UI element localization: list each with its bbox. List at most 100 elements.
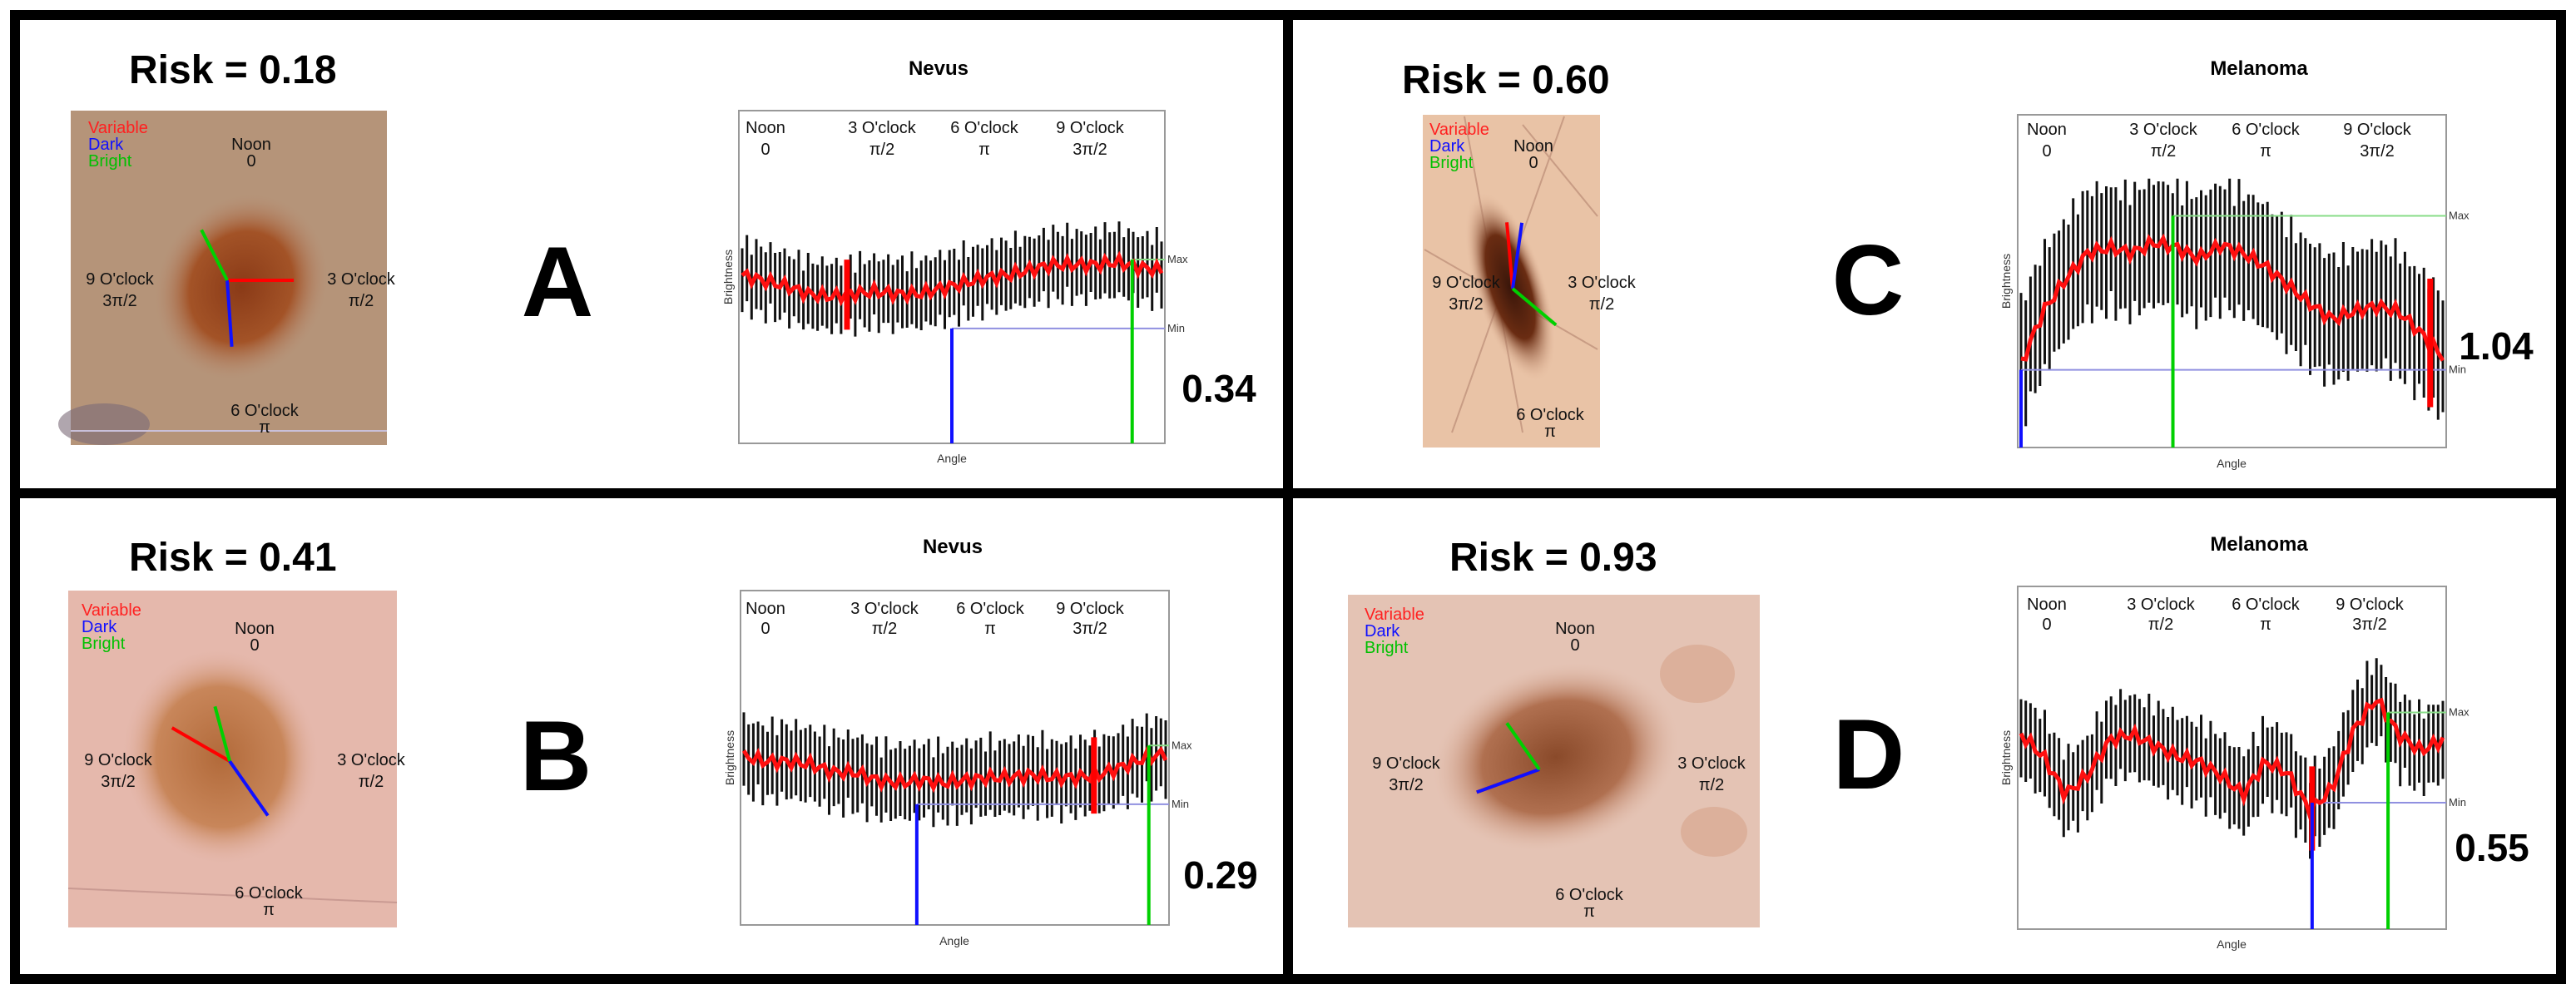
- tick-six-angle: π: [978, 141, 990, 159]
- tick-noon-angle: 0: [760, 620, 770, 638]
- tick-three: 3 O'clock: [2127, 596, 2196, 614]
- plot-title: Nevus: [923, 536, 983, 558]
- clock-six: 6 O'clock: [230, 402, 300, 420]
- tick-noon-angle: 0: [2042, 142, 2051, 161]
- clock-three-angle: π/2: [1589, 295, 1614, 314]
- asymmetry-score: 0.29: [1183, 853, 1258, 897]
- clock-labels: Noon 0 3 O'clock π/2 6 O'clock π 9 O'clo…: [1372, 620, 1746, 921]
- dark-vector: [228, 759, 270, 817]
- legend-variable: Variable: [82, 601, 141, 620]
- legend-dark: Dark: [1365, 622, 1400, 640]
- clock-three: 3 O'clock: [337, 751, 406, 769]
- skin-blotch: [1660, 645, 1735, 703]
- y-axis-label: Brightness: [1999, 730, 2013, 785]
- clock-nine-angle: 3π/2: [102, 292, 137, 310]
- legend-bright: Bright: [1365, 639, 1409, 657]
- vector-legend: Variable Dark Bright: [82, 601, 141, 653]
- tick-six: 6 O'clock: [2232, 596, 2301, 614]
- feature-vectors: [171, 705, 270, 817]
- mean-brightness-line: [2019, 697, 2445, 825]
- tick-six: 6 O'clock: [2232, 121, 2301, 139]
- asymmetry-score: 0.55: [2455, 826, 2529, 869]
- clock-three-angle: π/2: [1699, 776, 1724, 794]
- clock-six-angle: π: [1544, 423, 1556, 441]
- max-label: Max: [1167, 253, 1188, 265]
- tick-three-angle: π/2: [2148, 616, 2173, 634]
- hair-strand: [67, 888, 398, 903]
- clock-nine: 9 O'clock: [84, 751, 153, 769]
- skin-artifact: [58, 403, 150, 445]
- clock-three-angle: π/2: [359, 773, 384, 791]
- tick-nine-angle: 3π/2: [2360, 142, 2395, 161]
- tick-six: 6 O'clock: [956, 600, 1025, 618]
- bright-vector: [1511, 287, 1558, 327]
- angle-ticks: Noon 0 3 O'clock π/2 6 O'clock π 9 O'clo…: [2027, 121, 2412, 161]
- feature-vectors: [200, 229, 294, 347]
- panel-a: Risk = 0.18 Variable Dark Bright Noon 0 …: [58, 48, 1256, 465]
- lesion: [1433, 662, 1679, 852]
- tick-six-angle: π: [2260, 142, 2271, 161]
- tick-noon-angle: 0: [760, 141, 770, 159]
- risk-score-label: Risk = 0.93: [1449, 536, 1657, 580]
- tick-nine-angle: 3π/2: [1073, 141, 1107, 159]
- mean-brightness-line: [2020, 233, 2445, 362]
- tick-three-angle: π/2: [2151, 142, 2176, 161]
- clock-nine: 9 O'clock: [86, 270, 155, 289]
- dark-vector: [225, 279, 234, 347]
- min-label: Min: [2449, 796, 2466, 809]
- clock-noon-angle: 0: [1570, 636, 1579, 655]
- mean-brightness-line: [741, 250, 1164, 307]
- dermoscopy-image: Variable Dark Bright Noon 0 3 O'clock π/…: [1423, 115, 1637, 448]
- min-label: Min: [1167, 322, 1185, 334]
- brightness-plot: Noon 0 3 O'clock π/2 6 O'clock π 9 O'clo…: [1999, 586, 2469, 951]
- clock-six-angle: π: [263, 901, 275, 919]
- clock-three: 3 O'clock: [1568, 274, 1637, 292]
- legend-variable: Variable: [1429, 121, 1489, 139]
- plot-title: Nevus: [909, 57, 968, 80]
- panel-letter: C: [1832, 225, 1905, 336]
- clock-nine-angle: 3π/2: [1449, 295, 1484, 314]
- tick-three: 3 O'clock: [848, 119, 917, 137]
- tick-three-angle: π/2: [869, 141, 894, 159]
- risk-score-label: Risk = 0.18: [129, 48, 337, 92]
- bright-vector: [213, 705, 231, 762]
- clock-six: 6 O'clock: [235, 884, 304, 903]
- clock-noon: Noon: [231, 136, 271, 154]
- legend-dark: Dark: [82, 618, 117, 636]
- legend-dark: Dark: [1429, 137, 1465, 156]
- clock-three: 3 O'clock: [1677, 754, 1746, 773]
- angle-ticks: Noon 0 3 O'clock π/2 6 O'clock π 9 O'clo…: [2027, 596, 2405, 634]
- vector-legend: Variable Dark Bright: [1429, 121, 1489, 172]
- plot-title: Melanoma: [2210, 57, 2308, 80]
- feature-vectors: [1505, 222, 1558, 327]
- tick-nine: 9 O'clock: [2343, 121, 2412, 139]
- tick-six-angle: π: [984, 620, 996, 638]
- feature-vectors: [1476, 722, 1541, 794]
- x-axis-label: Angle: [2217, 937, 2247, 951]
- risk-score-label: Risk = 0.41: [129, 536, 337, 580]
- clock-noon: Noon: [235, 620, 275, 638]
- variable-vector: [171, 726, 230, 763]
- clock-nine-angle: 3π/2: [1389, 776, 1424, 794]
- legend-variable: Variable: [88, 119, 148, 137]
- plot-title: Melanoma: [2210, 533, 2308, 556]
- tick-nine: 9 O'clock: [2336, 596, 2405, 614]
- tick-noon: Noon: [2027, 596, 2067, 614]
- plot-area: [2017, 586, 2447, 930]
- clock-three-angle: π/2: [349, 292, 374, 310]
- legend-bright: Bright: [82, 635, 126, 653]
- legend-dark: Dark: [88, 136, 124, 154]
- panel-letter: D: [1833, 699, 1905, 810]
- clock-labels: Noon 0 3 O'clock π/2 6 O'clock π 9 O'clo…: [84, 620, 406, 919]
- clock-labels: Noon 0 3 O'clock π/2 6 O'clock π 9 O'clo…: [1432, 137, 1637, 441]
- min-label: Min: [2449, 363, 2466, 376]
- clock-noon-angle: 0: [246, 152, 255, 171]
- panel-d: Risk = 0.93 Variable Dark Bright Noon 0 …: [1348, 533, 2529, 951]
- clock-nine: 9 O'clock: [1372, 754, 1441, 773]
- dermoscopy-image: Variable Dark Bright Noon 0 3 O'clock π/…: [1348, 595, 1760, 927]
- dark-vector: [1476, 768, 1540, 794]
- risk-score-label: Risk = 0.60: [1402, 58, 1610, 102]
- tick-three: 3 O'clock: [850, 600, 919, 618]
- skin-blotch: [1681, 807, 1747, 857]
